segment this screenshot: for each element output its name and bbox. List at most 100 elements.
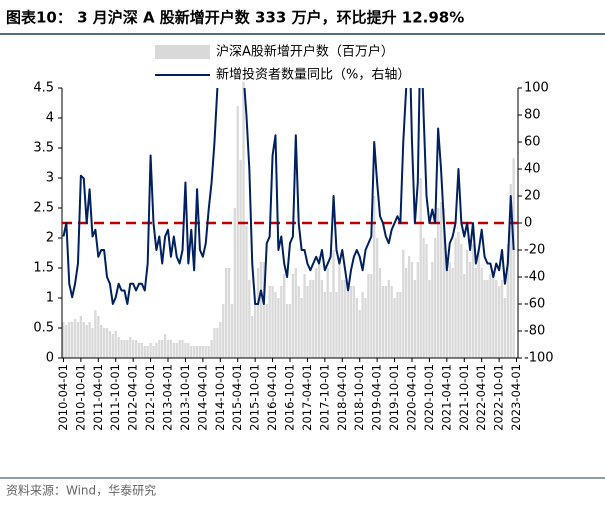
bar xyxy=(309,280,312,358)
bar xyxy=(306,286,309,358)
bar xyxy=(126,340,129,358)
bar xyxy=(500,280,504,358)
bar xyxy=(68,322,71,358)
y2-tick-label: 80 xyxy=(524,108,541,123)
bar xyxy=(390,286,393,358)
bar xyxy=(463,274,466,358)
bar xyxy=(192,346,196,358)
bar xyxy=(489,274,492,358)
bar xyxy=(88,322,91,358)
bar xyxy=(477,250,480,358)
bar xyxy=(169,340,173,358)
bar xyxy=(62,322,65,358)
x-tick-label: 2015-04-01 xyxy=(230,364,244,431)
bar xyxy=(71,322,74,358)
bar xyxy=(384,286,388,358)
bar xyxy=(102,328,106,358)
y2-tick-label: -60 xyxy=(524,297,545,312)
bar xyxy=(428,280,431,358)
bar xyxy=(274,292,277,358)
bar xyxy=(123,340,126,358)
bar xyxy=(216,328,219,358)
x-tick-label: 2017-10-01 xyxy=(317,364,331,431)
x-tick-label: 2011-04-01 xyxy=(91,364,105,431)
bar xyxy=(97,316,100,358)
bar xyxy=(410,262,414,358)
bar xyxy=(370,274,373,358)
y-tick-label: 3 xyxy=(46,171,54,186)
bar xyxy=(291,274,295,358)
x-tick-label: 2014-10-01 xyxy=(213,364,227,431)
bar xyxy=(352,286,356,358)
bar xyxy=(111,334,114,358)
bar xyxy=(166,340,170,358)
bar xyxy=(120,340,123,358)
bar xyxy=(425,244,428,358)
bar xyxy=(329,292,332,358)
x-tick-label: 2013-10-01 xyxy=(178,364,192,431)
bar xyxy=(134,340,138,358)
bar xyxy=(419,178,422,358)
bar xyxy=(460,244,463,358)
bar xyxy=(213,328,216,358)
bar xyxy=(495,280,498,358)
y-tick-label: 0.5 xyxy=(33,321,54,336)
bar xyxy=(76,322,80,358)
bar xyxy=(283,274,286,358)
bar xyxy=(375,238,379,358)
bar xyxy=(402,250,405,358)
bar xyxy=(451,268,454,358)
y-tick-label: 2.5 xyxy=(33,201,54,216)
bar xyxy=(175,343,178,358)
bar xyxy=(506,244,509,358)
bar xyxy=(512,158,515,358)
chart-title: 图表10： 3 月沪深 A 股新增开户数 333 万户，环比提升 12.98% xyxy=(6,9,464,27)
bar xyxy=(131,340,135,358)
bar xyxy=(85,325,88,358)
bar xyxy=(381,286,385,358)
x-tick-label: 2012-04-01 xyxy=(126,364,140,431)
bar xyxy=(407,256,411,358)
bar xyxy=(466,250,469,358)
bar xyxy=(338,262,341,358)
bar xyxy=(265,304,268,358)
bar xyxy=(312,280,315,358)
bar xyxy=(94,310,97,358)
y2-tick-label: 40 xyxy=(524,162,541,177)
bar xyxy=(349,286,353,358)
bar xyxy=(492,274,495,358)
bar xyxy=(184,343,187,358)
x-tick-label: 2018-04-01 xyxy=(335,364,349,431)
bar xyxy=(251,316,254,358)
bar xyxy=(480,268,483,358)
x-tick-label: 2016-04-01 xyxy=(265,364,279,431)
bar xyxy=(149,343,152,358)
bar xyxy=(201,346,205,358)
bar xyxy=(79,316,83,358)
bar xyxy=(195,346,199,358)
bar xyxy=(242,82,245,358)
bar xyxy=(471,244,475,358)
bar xyxy=(358,310,361,358)
y-tick-label: 1 xyxy=(46,291,54,306)
bar xyxy=(294,268,297,358)
y2-tick-label: 100 xyxy=(524,81,549,96)
bar xyxy=(73,319,77,358)
bar xyxy=(245,226,248,358)
bar xyxy=(204,346,207,358)
bar xyxy=(332,250,335,358)
bar xyxy=(82,322,85,358)
bar xyxy=(181,340,184,358)
bar xyxy=(364,298,367,358)
y2-tick-label: -80 xyxy=(524,324,545,339)
bar xyxy=(509,184,512,358)
y-tick-label: 4.5 xyxy=(33,81,54,96)
bar xyxy=(163,334,167,358)
bar xyxy=(277,298,280,358)
bar xyxy=(335,292,338,358)
bar xyxy=(468,262,472,358)
bar xyxy=(230,304,234,358)
bar xyxy=(405,268,408,358)
bar xyxy=(436,208,440,358)
